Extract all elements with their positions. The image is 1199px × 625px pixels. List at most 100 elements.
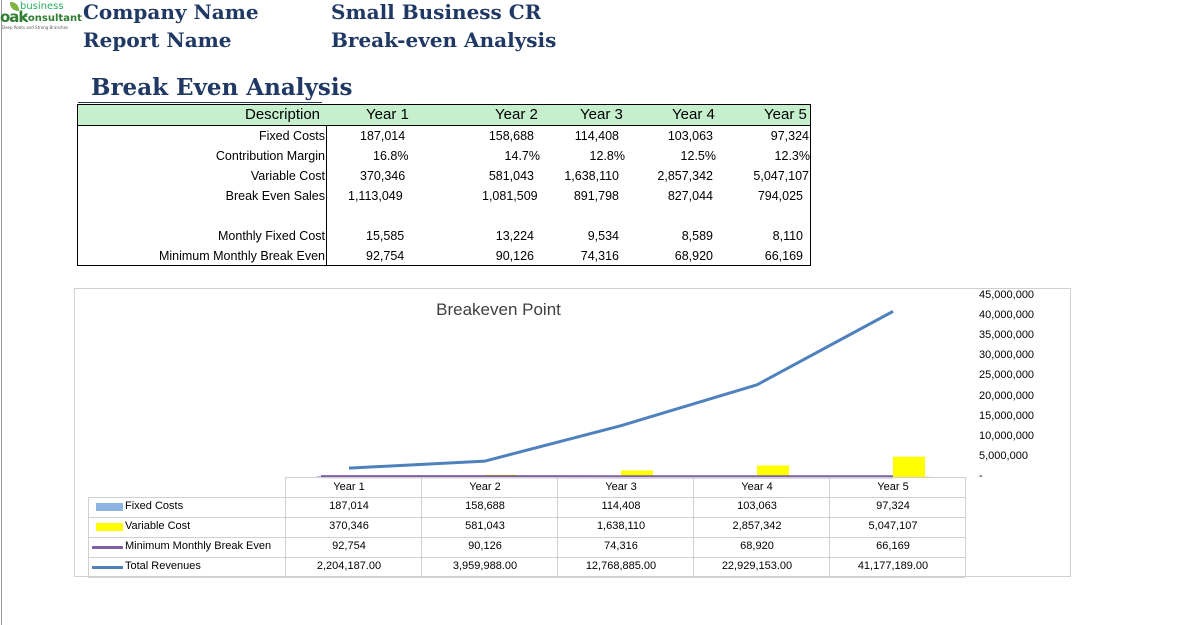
table-cell[interactable]: 92,754 [366, 249, 405, 263]
data-label: 5,047,107 [868, 520, 918, 532]
table-cell[interactable]: 8,110 [772, 229, 803, 243]
table-cell[interactable]: 12.5% [680, 149, 716, 163]
table-cell[interactable]: 891,798 [573, 189, 619, 203]
table-cell[interactable]: 103,063 [667, 129, 713, 143]
grid-line [965, 477, 966, 577]
table-cell[interactable]: 827,044 [667, 189, 713, 203]
data-label: 97,324 [876, 500, 910, 512]
company-value[interactable]: Small Business CRM : [331, 0, 541, 24]
grid-line [88, 497, 89, 577]
row-label-fixed-costs[interactable]: Fixed Costs [259, 129, 325, 143]
y-tick-label: 25,000,000 [979, 369, 1035, 382]
data-label: 68,920 [740, 540, 774, 552]
line-total-revenues[interactable] [348, 310, 894, 470]
y-tick-label: 10,000,000 [979, 429, 1035, 442]
y-tick-label: 20,000,000 [979, 389, 1035, 402]
table-cell[interactable]: 114,408 [574, 129, 619, 143]
grid-line [88, 537, 965, 538]
table-cell[interactable]: 13,224 [495, 229, 534, 243]
report-label[interactable]: Report Name [83, 28, 232, 52]
table-cell[interactable]: 5,047,107 [753, 169, 809, 183]
column-header-year-2[interactable]: Year 2 [495, 106, 538, 123]
table-cell[interactable]: 16.8% [373, 149, 409, 163]
row-label-contribution-margin[interactable]: Contribution Margin [215, 149, 325, 163]
data-label: 158,688 [465, 500, 505, 512]
break-even-table: Description Year 1 Year 2 Year 3 Year 4 … [77, 104, 811, 266]
column-header-year-4[interactable]: Year 4 [672, 106, 715, 123]
company-logo: business oak consultant Deep Roots and S… [0, 0, 82, 36]
row-label-monthly-fixed-cost[interactable]: Monthly Fixed Cost [218, 229, 325, 243]
table-cell[interactable]: 68,920 [674, 249, 713, 263]
row-label-variable-cost[interactable]: Variable Cost [250, 169, 325, 183]
breakeven-chart[interactable] [74, 288, 1071, 577]
table-cell[interactable]: 9,534 [587, 229, 619, 243]
y-tick-label: 45,000,000 [979, 289, 1035, 301]
table-cell[interactable]: 794,025 [757, 189, 803, 203]
grid-line [285, 477, 286, 577]
table-cell[interactable]: 66,169 [764, 249, 803, 263]
legend-key-variable-cost [96, 523, 123, 531]
x-tick-label: Year 5 [877, 481, 909, 493]
table-cell[interactable]: 1,081,509 [482, 189, 538, 203]
data-label: 581,043 [465, 520, 505, 532]
data-label: 187,014 [329, 500, 369, 512]
data-label: 41,177,189.00 [857, 560, 929, 572]
row-label-minimum-monthly-break-even[interactable]: Minimum Monthly Break Even [158, 249, 325, 263]
data-label: 92,754 [332, 540, 366, 552]
table-cell[interactable]: 90,126 [495, 249, 534, 263]
logo-text-business: business [20, 1, 64, 12]
table-cell[interactable]: 370,346 [360, 169, 406, 183]
grid-line [693, 477, 694, 577]
legend-label: Variable Cost [125, 520, 191, 532]
y-tick-label: 35,000,000 [979, 329, 1035, 342]
table-cell[interactable]: 97,324 [770, 129, 809, 143]
grid-line [88, 577, 965, 578]
section-title[interactable]: Break Even Analysis [91, 74, 353, 101]
y-tick-label: 40,000,000 [979, 309, 1035, 322]
logo-text-consultant: consultant [22, 13, 82, 24]
x-tick-label: Year 2 [469, 481, 501, 493]
data-label: 90,126 [468, 540, 502, 552]
table-cell[interactable]: 15,585 [366, 229, 405, 243]
table-cell[interactable]: 2,857,342 [657, 169, 713, 183]
bar-variable-cost[interactable] [757, 465, 789, 477]
table-cell[interactable]: 14.7% [504, 149, 540, 163]
table-header-row [78, 105, 810, 126]
column-header-year-1[interactable]: Year 1 [366, 106, 409, 123]
data-label: 22,929,153.00 [721, 560, 793, 572]
y-tick-label: 15,000,000 [979, 409, 1035, 422]
bar-variable-cost[interactable] [893, 456, 925, 477]
logo-tagline: Deep Roots and Strong Branches [2, 25, 69, 30]
row-label-break-even-sales[interactable]: Break Even Sales [225, 189, 325, 203]
section-underline [78, 102, 322, 103]
legend-label: Minimum Monthly Break Even [125, 540, 272, 552]
table-cell[interactable]: 1,113,049 [348, 189, 403, 203]
grid-line [88, 557, 965, 558]
table-cell[interactable]: 12.8% [589, 149, 625, 163]
data-label: 12,768,885.00 [585, 560, 657, 572]
data-label: 114,408 [601, 500, 641, 512]
column-header-year-5[interactable]: Year 5 [764, 106, 807, 123]
grid-line [285, 477, 965, 478]
chart-title: Breakeven Point [436, 300, 561, 319]
report-value[interactable]: Break-even Analysis [331, 28, 557, 52]
column-header-description[interactable]: Description [245, 106, 321, 123]
y-tick-label: - [979, 470, 983, 482]
y-tick-label: 30,000,000 [979, 349, 1035, 362]
data-label: 74,316 [604, 540, 638, 552]
table-cell[interactable]: 12.3% [774, 149, 810, 163]
table-cell[interactable]: 74,316 [580, 249, 619, 263]
column-header-year-3[interactable]: Year 3 [580, 106, 623, 123]
company-label[interactable]: Company Name [83, 0, 259, 24]
x-tick-label: Year 3 [605, 481, 637, 493]
window-edge [1, 0, 2, 625]
table-cell[interactable]: 158,688 [488, 129, 534, 143]
x-tick-label: Year 1 [333, 481, 365, 493]
leaf-icon [10, 2, 19, 11]
table-cell[interactable]: 8,589 [681, 229, 713, 243]
bar-variable-cost[interactable] [621, 470, 653, 477]
table-cell[interactable]: 1,638,110 [564, 169, 619, 183]
table-cell[interactable]: 581,043 [488, 169, 534, 183]
legend-label: Total Revenues [125, 560, 201, 572]
table-cell[interactable]: 187,014 [360, 129, 406, 143]
